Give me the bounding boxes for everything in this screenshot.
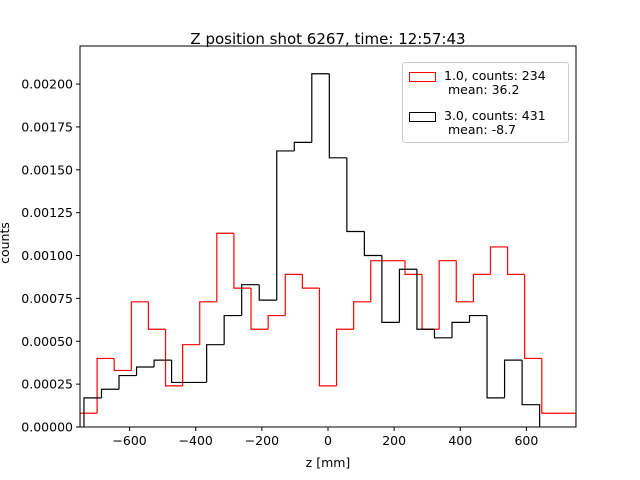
histogram-step	[558, 412, 576, 427]
y-tick-label: 0.00175	[21, 119, 73, 134]
histogram-step	[100, 388, 120, 398]
histogram-step	[135, 366, 155, 376]
histogram-step	[438, 260, 457, 330]
chart-title: Z position shot 6267, time: 12:57:43	[190, 30, 465, 48]
histogram-step	[170, 360, 190, 384]
y-tick-label: 0.00150	[21, 162, 73, 177]
y-tick-label: 0.00025	[21, 377, 73, 392]
legend-swatch	[409, 72, 436, 82]
histogram-step	[96, 357, 115, 414]
histogram-step	[233, 233, 252, 289]
histogram-step	[164, 329, 183, 387]
histogram-step	[311, 73, 330, 143]
histogram-step	[241, 284, 260, 316]
histogram-step	[524, 274, 542, 360]
y-tick-label: 0.00000	[21, 420, 73, 435]
histogram-step	[416, 269, 435, 330]
y-tick-label: 0.00100	[21, 248, 73, 263]
histogram-step	[318, 288, 337, 387]
histogram-step	[541, 358, 559, 414]
histogram-step	[113, 358, 132, 372]
y-tick-label: 0.00125	[21, 205, 73, 220]
legend-item: 3.0, counts: 431 mean: -8.7	[409, 109, 546, 137]
histogram-step	[328, 73, 347, 159]
histogram-step	[284, 273, 303, 316]
histogram-step	[301, 274, 320, 289]
x-tick-label: 400	[448, 433, 472, 448]
histogram-step	[83, 397, 102, 427]
histogram-step	[489, 246, 508, 275]
histogram-step	[353, 301, 371, 330]
histogram-step	[506, 246, 525, 275]
histogram-step	[199, 301, 217, 345]
legend-item: 1.0, counts: 234 mean: 36.2	[409, 69, 546, 97]
histogram-step	[433, 329, 452, 339]
x-tick-label: −200	[245, 433, 279, 448]
histogram-step	[130, 301, 149, 371]
histogram-step	[223, 314, 242, 345]
legend-label: 3.0, counts: 431 mean: -8.7	[444, 108, 546, 137]
histogram-step	[472, 273, 491, 302]
legend-label: 1.0, counts: 234 mean: 36.2	[444, 68, 546, 97]
y-axis-label: counts	[0, 222, 12, 264]
histogram-step	[370, 260, 388, 302]
x-tick-label: −400	[179, 433, 213, 448]
y-tick-label: 0.00200	[21, 77, 73, 92]
histogram-step	[206, 344, 225, 383]
legend-swatch	[409, 112, 436, 122]
histogram-step	[216, 232, 234, 302]
histogram-step	[346, 157, 365, 233]
histogram-step	[80, 412, 98, 427]
histogram-step	[468, 314, 488, 323]
x-tick-label: 600	[514, 433, 538, 448]
histogram-step	[398, 268, 417, 323]
histogram-step	[521, 360, 541, 427]
histogram-step	[267, 314, 286, 330]
histogram-step	[363, 231, 382, 257]
x-tick-label: 0	[324, 433, 332, 448]
y-tick-label: 0.00050	[21, 334, 73, 349]
histogram-step	[250, 288, 269, 330]
histogram-step	[276, 150, 295, 301]
histogram-step	[147, 301, 166, 330]
x-tick-label: −600	[112, 433, 146, 448]
legend: 1.0, counts: 234 mean: 36.2 3.0, counts: …	[402, 62, 569, 143]
x-tick-label: 200	[382, 433, 406, 448]
histogram-step	[258, 284, 277, 301]
histogram-step	[421, 274, 440, 330]
y-tick-label: 0.00075	[21, 291, 73, 306]
histogram-step	[335, 328, 354, 386]
histogram-step	[293, 141, 312, 151]
histogram-step	[182, 344, 200, 386]
histogram-step	[451, 321, 470, 338]
plot-frame	[79, 45, 577, 428]
histogram-step	[486, 315, 505, 399]
histogram-step	[118, 374, 137, 390]
histogram-step	[455, 260, 474, 303]
histogram-step	[503, 359, 523, 398]
x-axis-label: z [mm]	[306, 455, 351, 470]
histogram-step	[404, 260, 423, 275]
histogram-step	[381, 255, 400, 324]
histogram-step	[153, 359, 172, 367]
